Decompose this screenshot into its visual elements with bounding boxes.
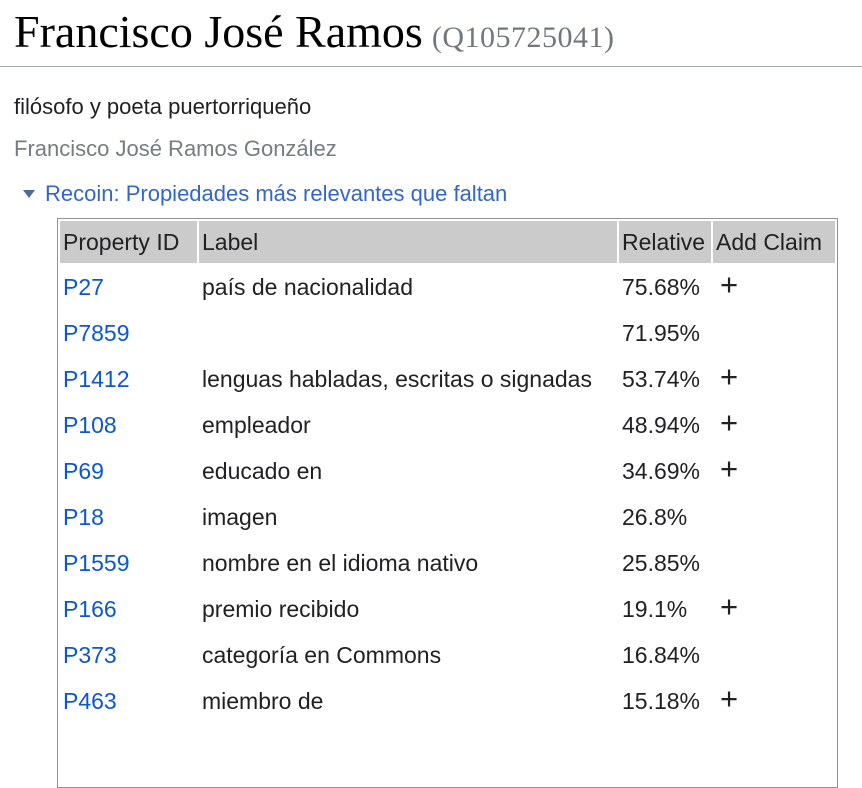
table-row: P1559 nombre en el idioma nativo 25.85% xyxy=(60,541,835,585)
table-row: P166 premio recibido 19.1% + xyxy=(60,587,835,631)
relative-value: 75.68% xyxy=(622,273,701,300)
property-label: imagen xyxy=(202,503,278,530)
property-label: lenguas habladas, escritas o signadas xyxy=(202,365,592,392)
property-label: empleador xyxy=(202,411,311,438)
property-id-link[interactable]: P69 xyxy=(63,457,104,484)
entity-id: (Q105725041) xyxy=(431,21,615,54)
table-row: P463 miembro de 15.18% + xyxy=(60,679,835,723)
relative-value: 19.1% xyxy=(622,595,688,622)
page-header: Francisco José Ramos (Q105725041) xyxy=(0,0,862,67)
table-cutoff-spacer xyxy=(60,725,835,785)
recoin-toggle[interactable]: Recoin: Propiedades más relevantes que f… xyxy=(14,181,848,207)
table-row: P7859 71.95% xyxy=(60,311,835,355)
property-id-link[interactable]: P27 xyxy=(63,273,104,300)
entity-alias: Francisco José Ramos González xyxy=(14,135,337,161)
property-id-link[interactable]: P166 xyxy=(63,595,117,622)
relative-value: 15.18% xyxy=(622,687,701,714)
relative-value: 53.74% xyxy=(622,365,701,392)
add-claim-button[interactable]: + xyxy=(720,266,739,302)
property-label: premio recibido xyxy=(202,595,360,622)
property-label xyxy=(199,311,617,355)
property-label: país de nacionalidad xyxy=(202,273,413,300)
column-header-add-claim: Add Claim xyxy=(713,220,835,263)
property-label: nombre en el idioma nativo xyxy=(202,549,479,576)
relative-value: 16.84% xyxy=(622,641,701,668)
relative-value: 34.69% xyxy=(622,457,701,484)
property-id-link[interactable]: P373 xyxy=(63,641,117,668)
table-row: P69 educado en 34.69% + xyxy=(60,449,835,493)
collapse-arrow-icon[interactable] xyxy=(23,189,35,198)
add-claim-button[interactable]: + xyxy=(720,404,739,440)
table-row: P27 país de nacionalidad 75.68% + xyxy=(60,265,835,309)
table-row: P18 imagen 26.8% xyxy=(60,495,835,539)
relative-value: 25.85% xyxy=(622,549,701,576)
entity-content: filósofo y poeta puertorriqueño Francisc… xyxy=(0,94,862,788)
property-id-link[interactable]: P463 xyxy=(63,687,117,714)
recoin-table-body: P27 país de nacionalidad 75.68% + P7859 … xyxy=(60,265,835,785)
add-claim-button[interactable]: + xyxy=(720,588,739,624)
relative-value: 71.95% xyxy=(622,319,701,346)
relative-value: 26.8% xyxy=(622,503,688,530)
property-id-link[interactable]: P18 xyxy=(63,503,104,530)
property-label: miembro de xyxy=(202,687,324,714)
page-title: Francisco José Ramos (Q105725041) xyxy=(14,4,848,66)
property-id-link[interactable]: P7859 xyxy=(63,319,130,346)
property-id-link[interactable]: P108 xyxy=(63,411,117,438)
property-id-link[interactable]: P1412 xyxy=(63,365,130,392)
column-header-label: Label xyxy=(199,220,617,263)
table-row: P108 empleador 48.94% + xyxy=(60,403,835,447)
recoin-heading-link[interactable]: Recoin: Propiedades más relevantes que f… xyxy=(45,180,508,206)
add-claim-button[interactable]: + xyxy=(720,680,739,716)
column-header-relative: Relative xyxy=(619,220,711,263)
add-claim-button[interactable]: + xyxy=(720,358,739,394)
relative-value: 48.94% xyxy=(622,411,701,438)
column-header-property-id: Property ID xyxy=(60,220,197,263)
property-label: categoría en Commons xyxy=(202,641,442,668)
entity-description: filósofo y poeta puertorriqueño xyxy=(14,93,312,119)
entity-label: Francisco José Ramos xyxy=(14,6,423,57)
table-row: P1412 lenguas habladas, escritas o signa… xyxy=(60,357,835,401)
table-row: P373 categoría en Commons 16.84% xyxy=(60,633,835,677)
property-id-link[interactable]: P1559 xyxy=(63,549,130,576)
recoin-table: Property ID Label Relative Add Claim P27… xyxy=(57,217,838,788)
add-claim-button[interactable]: + xyxy=(720,450,739,486)
property-label: educado en xyxy=(202,457,323,484)
recoin-table-header-row: Property ID Label Relative Add Claim xyxy=(60,220,835,263)
